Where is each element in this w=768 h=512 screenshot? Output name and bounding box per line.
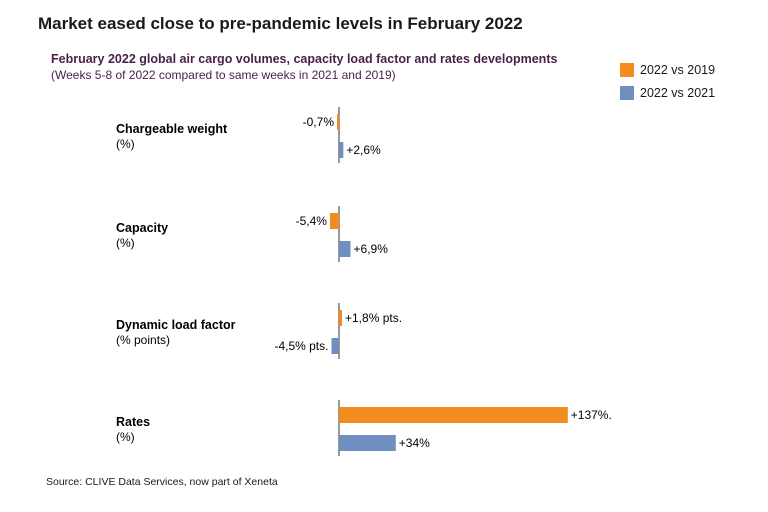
category-unit: (% points) — [116, 333, 170, 347]
legend-swatch-2019 — [620, 63, 634, 77]
bar-2019 — [339, 407, 568, 423]
bar-2019 — [337, 114, 339, 130]
category-unit: (%) — [116, 137, 135, 151]
data-label: +137%. — [571, 408, 612, 422]
legend-label-2019: 2022 vs 2019 — [640, 63, 716, 77]
legend: 2022 vs 2019 2022 vs 2021 — [620, 60, 715, 106]
legend-swatch-2021 — [620, 86, 634, 100]
bar-2021 — [339, 241, 351, 257]
page-title: Market eased close to pre-pandemic level… — [38, 14, 523, 33]
legend-item-2019: 2022 vs 2019 — [620, 60, 715, 80]
category-unit: (%) — [116, 430, 135, 444]
legend-item-2021: 2022 vs 2021 — [620, 83, 715, 103]
bar-2019 — [339, 310, 343, 326]
bar-2021 — [331, 338, 339, 354]
chart-subtitle: (Weeks 5-8 of 2022 compared to same week… — [51, 68, 396, 82]
data-label: +2,6% — [346, 143, 381, 157]
category-label: Dynamic load factor — [116, 318, 236, 332]
category-label: Capacity — [116, 221, 168, 235]
category-label: Chargeable weight — [116, 122, 228, 136]
legend-label-2021: 2022 vs 2021 — [640, 86, 716, 100]
category-label: Rates — [116, 415, 150, 429]
data-label: +1,8% pts. — [345, 311, 402, 325]
chart-title: February 2022 global air cargo volumes, … — [51, 52, 558, 66]
data-label: -4,5% pts. — [274, 339, 328, 353]
bar-2019 — [329, 213, 339, 229]
data-label: -5,4% — [296, 214, 328, 228]
category-unit: (%) — [116, 236, 135, 250]
data-label: +34% — [399, 436, 430, 450]
source-note: Source: CLIVE Data Services, now part of… — [46, 476, 278, 488]
bar-2021 — [339, 142, 344, 158]
bar-2021 — [339, 435, 396, 451]
data-label: -0,7% — [303, 115, 335, 129]
data-label: +6,9% — [354, 242, 389, 256]
